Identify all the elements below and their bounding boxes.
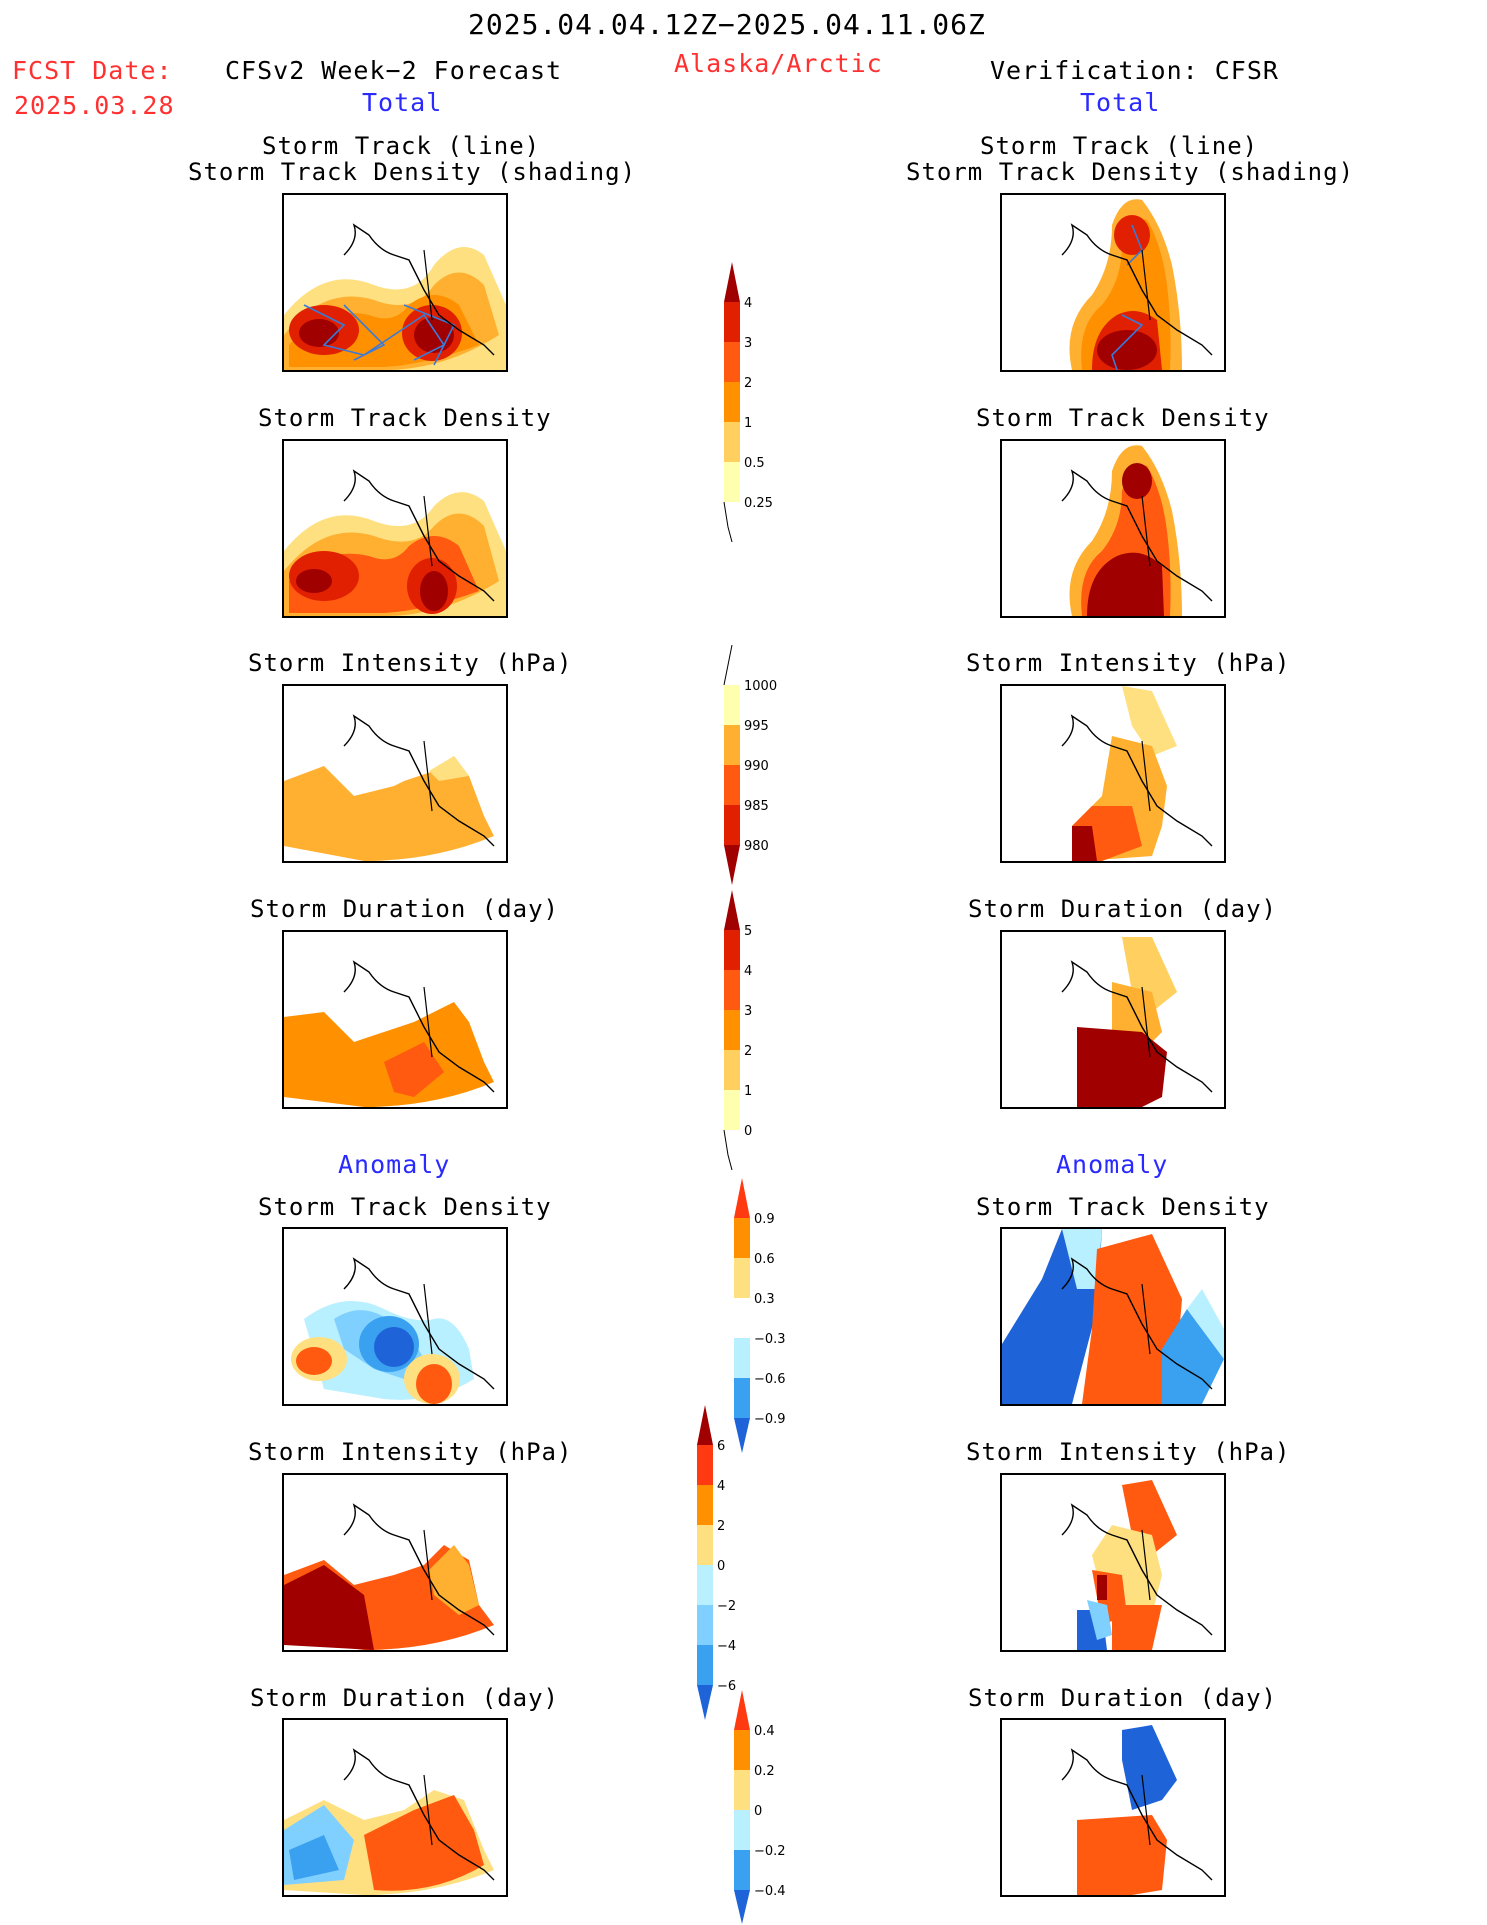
cbar-intensity-anom-lbl-3: 0 [717, 1559, 725, 1574]
cbar-intensity-anom-lbl-0: 6 [717, 1439, 725, 1454]
date-range-title: 2025.04.04.12Z−2025.04.11.06Z [468, 8, 986, 41]
map-fcst-anom-storm-duration [282, 1718, 508, 1897]
map-fcst-track-density-shading [282, 193, 508, 372]
cbar-intensity-total-lbl-0: 1000 [744, 679, 777, 694]
cbar-density-anom-lbl-3: −0.3 [754, 1332, 786, 1347]
map-fcst-anom-track-density [282, 1227, 508, 1406]
fcst-date-label: FCST Date: [12, 56, 173, 85]
title-anom-storm-track-density-right: Storm Track Density [976, 1193, 1270, 1221]
colorbar-duration-total: 5 4 3 2 1 0 [723, 890, 752, 1171]
cbar-intensity-total-lbl-1: 995 [744, 719, 769, 734]
map-verif-track-density-shading [1000, 193, 1226, 372]
map-verif-track-density [1000, 439, 1226, 618]
title-storm-track-line-left: Storm Track (line) [262, 132, 541, 160]
title-storm-track-density-shading-right: Storm Track Density (shading) [906, 158, 1355, 186]
title-storm-track-density-right: Storm Track Density [976, 404, 1270, 432]
map-fcst-storm-intensity [282, 684, 508, 863]
cbar-density-anom-lbl-2: 0.3 [754, 1292, 775, 1307]
cbar-intensity-anom-lbl-1: 4 [717, 1479, 725, 1494]
title-storm-track-density-left: Storm Track Density [258, 404, 552, 432]
cbar-duration-anom-lbl-1: 0.2 [754, 1764, 775, 1779]
cbar-duration-total-lbl-3: 2 [744, 1044, 752, 1059]
cbar-density-total-lbl-4: 0.5 [744, 456, 765, 471]
cbar-density-total-lbl-3: 1 [744, 416, 752, 431]
total-label-right: Total [1080, 88, 1161, 117]
forecast-title: CFSv2 Week−2 Forecast [225, 56, 563, 85]
colorbar-intensity-anom: 6 4 2 0 −2 −4 −6 [697, 1405, 736, 1720]
title-storm-track-line-right: Storm Track (line) [980, 132, 1259, 160]
title-storm-duration-left: Storm Duration (day) [250, 895, 559, 923]
title-storm-intensity-right: Storm Intensity (hPa) [966, 649, 1291, 677]
map-verif-anom-track-density [1000, 1227, 1226, 1406]
cbar-intensity-total-lbl-4: 980 [744, 839, 769, 854]
cbar-intensity-total-lbl-2: 990 [744, 759, 769, 774]
map-verif-anom-storm-duration [1000, 1718, 1226, 1897]
colorbar-density-total: 4 3 2 1 0.5 0.25 [723, 262, 773, 543]
cbar-duration-total-lbl-0: 5 [744, 924, 752, 939]
cbar-duration-total-lbl-2: 3 [744, 1004, 752, 1019]
title-anom-storm-duration-right: Storm Duration (day) [968, 1684, 1277, 1712]
cbar-density-anom-lbl-5: −0.9 [754, 1412, 786, 1427]
region-title: Alaska/Arctic [674, 49, 883, 78]
cbar-duration-total-lbl-5: 0 [744, 1124, 752, 1139]
cbar-density-anom-lbl-4: −0.6 [754, 1372, 786, 1387]
map-verif-storm-duration [1000, 930, 1226, 1109]
title-storm-duration-right: Storm Duration (day) [968, 895, 1277, 923]
map-fcst-anom-storm-intensity [282, 1473, 508, 1652]
title-anom-storm-intensity-left: Storm Intensity (hPa) [248, 1438, 573, 1466]
cbar-density-total-lbl-2: 2 [744, 376, 752, 391]
cbar-density-anom-lbl-0: 0.9 [754, 1212, 775, 1227]
title-anom-storm-intensity-right: Storm Intensity (hPa) [966, 1438, 1291, 1466]
colorbar-duration-anom: 0.4 0.2 0 −0.2 −0.4 [734, 1690, 786, 1924]
cbar-intensity-anom-lbl-4: −2 [717, 1599, 736, 1614]
total-label-left: Total [362, 88, 443, 117]
fcst-date-value: 2025.03.28 [14, 91, 175, 120]
cbar-duration-total-lbl-1: 4 [744, 964, 752, 979]
cbar-density-total-lbl-1: 3 [744, 336, 752, 351]
cbar-duration-anom-lbl-4: −0.4 [754, 1884, 786, 1899]
title-storm-track-density-shading-left: Storm Track Density (shading) [188, 158, 637, 186]
title-anom-storm-duration-left: Storm Duration (day) [250, 1684, 559, 1712]
cbar-duration-total-lbl-4: 1 [744, 1084, 752, 1099]
colorbar-density-anom: 0.9 0.6 0.3 −0.3 −0.6 −0.9 [734, 1178, 786, 1453]
verification-title: Verification: CFSR [990, 56, 1279, 85]
anomaly-label-right: Anomaly [1056, 1150, 1169, 1179]
map-verif-anom-storm-intensity [1000, 1473, 1226, 1652]
anomaly-label-left: Anomaly [338, 1150, 451, 1179]
title-storm-intensity-left: Storm Intensity (hPa) [248, 649, 573, 677]
cbar-intensity-anom-lbl-6: −6 [717, 1679, 736, 1694]
cbar-duration-anom-lbl-0: 0.4 [754, 1724, 775, 1739]
cbar-intensity-total-lbl-3: 985 [744, 799, 769, 814]
cbar-density-anom-lbl-1: 0.6 [754, 1252, 775, 1267]
cbar-density-total-lbl-5: 0.25 [744, 496, 773, 511]
map-fcst-storm-duration [282, 930, 508, 1109]
cbar-intensity-anom-lbl-2: 2 [717, 1519, 725, 1534]
cbar-duration-anom-lbl-2: 0 [754, 1804, 762, 1819]
cbar-intensity-anom-lbl-5: −4 [717, 1639, 736, 1654]
map-verif-storm-intensity [1000, 684, 1226, 863]
cbar-duration-anom-lbl-3: −0.2 [754, 1844, 786, 1859]
map-fcst-track-density [282, 439, 508, 618]
colorbar-intensity-total: 1000 995 990 985 980 [723, 645, 777, 885]
title-anom-storm-track-density-left: Storm Track Density [258, 1193, 552, 1221]
cbar-density-total-lbl-0: 4 [744, 296, 752, 311]
